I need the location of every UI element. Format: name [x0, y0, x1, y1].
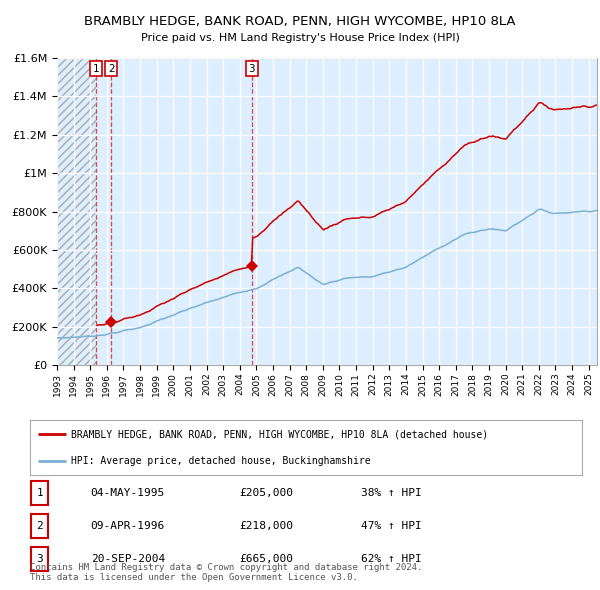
Text: 47% ↑ HPI: 47% ↑ HPI — [361, 521, 422, 531]
Text: £665,000: £665,000 — [240, 554, 294, 564]
Text: 38% ↑ HPI: 38% ↑ HPI — [361, 488, 422, 498]
Text: 2: 2 — [108, 64, 115, 74]
Text: 3: 3 — [248, 64, 255, 74]
Text: 2: 2 — [36, 521, 43, 531]
Text: 09-APR-1996: 09-APR-1996 — [91, 521, 165, 531]
Text: 1: 1 — [36, 488, 43, 498]
Text: 1: 1 — [92, 64, 99, 74]
Text: HPI: Average price, detached house, Buckinghamshire: HPI: Average price, detached house, Buck… — [71, 456, 371, 466]
Text: 62% ↑ HPI: 62% ↑ HPI — [361, 554, 422, 564]
Text: £205,000: £205,000 — [240, 488, 294, 498]
Text: £218,000: £218,000 — [240, 521, 294, 531]
Text: 20-SEP-2004: 20-SEP-2004 — [91, 554, 165, 564]
Bar — [57, 58, 96, 365]
Text: 3: 3 — [36, 554, 43, 564]
Text: BRAMBLY HEDGE, BANK ROAD, PENN, HIGH WYCOMBE, HP10 8LA: BRAMBLY HEDGE, BANK ROAD, PENN, HIGH WYC… — [84, 15, 516, 28]
Text: BRAMBLY HEDGE, BANK ROAD, PENN, HIGH WYCOMBE, HP10 8LA (detached house): BRAMBLY HEDGE, BANK ROAD, PENN, HIGH WYC… — [71, 430, 488, 440]
Text: Contains HM Land Registry data © Crown copyright and database right 2024.
This d: Contains HM Land Registry data © Crown c… — [30, 563, 422, 582]
Text: Price paid vs. HM Land Registry's House Price Index (HPI): Price paid vs. HM Land Registry's House … — [140, 33, 460, 43]
Text: 04-MAY-1995: 04-MAY-1995 — [91, 488, 165, 498]
